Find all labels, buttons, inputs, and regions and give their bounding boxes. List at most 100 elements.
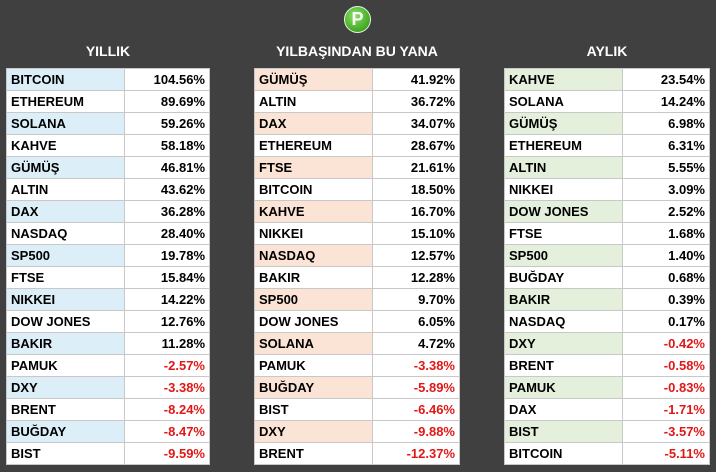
asset-name: DAX	[6, 200, 125, 223]
asset-change: 21.61%	[372, 156, 460, 179]
asset-change: -12.37%	[372, 442, 460, 465]
table-row: DXY -3.38%	[6, 376, 210, 399]
asset-change: 89.69%	[124, 90, 210, 113]
asset-name: ALTIN	[254, 90, 373, 113]
asset-change: 36.28%	[124, 200, 210, 223]
table-row: PAMUK -2.57%	[6, 354, 210, 377]
table-row: GÜMÜŞ 6.98%	[504, 112, 710, 135]
asset-change: 18.50%	[372, 178, 460, 201]
table-row: DOW JONES 2.52%	[504, 200, 710, 223]
asset-change: 28.67%	[372, 134, 460, 157]
asset-change: -9.59%	[124, 442, 210, 465]
asset-change: 15.84%	[124, 266, 210, 289]
asset-change: 3.09%	[622, 178, 710, 201]
table-row: FTSE 15.84%	[6, 266, 210, 289]
asset-name: DXY	[504, 332, 623, 355]
asset-change: 23.54%	[622, 68, 710, 91]
asset-change: -0.58%	[622, 354, 710, 377]
asset-change: 12.57%	[372, 244, 460, 267]
asset-name: ALTIN	[6, 178, 125, 201]
asset-change: 0.68%	[622, 266, 710, 289]
asset-change: 1.40%	[622, 244, 710, 267]
asset-name: ALTIN	[504, 156, 623, 179]
column-title-ytd: YILBAŞINDAN BU YANA	[276, 43, 438, 59]
asset-name: BIST	[6, 442, 125, 465]
asset-change: -8.24%	[124, 398, 210, 421]
asset-change: -3.38%	[372, 354, 460, 377]
asset-name: SOLANA	[254, 332, 373, 355]
asset-name: PAMUK	[254, 354, 373, 377]
table-row: ETHEREUM 28.67%	[254, 134, 460, 157]
table-row: DAX 36.28%	[6, 200, 210, 223]
logo-icon: P	[344, 6, 371, 33]
asset-name: FTSE	[6, 266, 125, 289]
asset-change: 9.70%	[372, 288, 460, 311]
table-row: ALTIN 5.55%	[504, 156, 710, 179]
table-row: BIST -3.57%	[504, 420, 710, 443]
asset-name: GÜMÜŞ	[254, 68, 373, 91]
table-row: SP500 1.40%	[504, 244, 710, 267]
asset-name: DXY	[6, 376, 125, 399]
table-row: SOLANA 14.24%	[504, 90, 710, 113]
table-row: DXY -9.88%	[254, 420, 460, 443]
asset-change: 15.10%	[372, 222, 460, 245]
asset-name: PAMUK	[504, 376, 623, 399]
table-row: BUĞDAY -8.47%	[6, 420, 210, 443]
asset-change: 1.68%	[622, 222, 710, 245]
asset-change: -6.46%	[372, 398, 460, 421]
asset-change: 19.78%	[124, 244, 210, 267]
table-row: SOLANA 59.26%	[6, 112, 210, 135]
asset-name: NASDAQ	[504, 310, 623, 333]
table-row: ALTIN 36.72%	[254, 90, 460, 113]
asset-name: NIKKEI	[254, 222, 373, 245]
ytd-table: GÜMÜŞ 41.92% ALTIN 36.72% DAX 34.07% ETHEREUM 2…	[254, 68, 460, 465]
asset-name: KAHVE	[6, 134, 125, 157]
asset-name: BAKIR	[504, 288, 623, 311]
asset-name: SP500	[254, 288, 373, 311]
asset-name: BIST	[504, 420, 623, 443]
asset-name: DAX	[254, 112, 373, 135]
table-row: ETHEREUM 6.31%	[504, 134, 710, 157]
asset-change: 0.39%	[622, 288, 710, 311]
asset-name: FTSE	[504, 222, 623, 245]
asset-name: ETHEREUM	[504, 134, 623, 157]
asset-change: 6.31%	[622, 134, 710, 157]
asset-name: BITCOIN	[254, 178, 373, 201]
asset-name: PAMUK	[6, 354, 125, 377]
table-row: ALTIN 43.62%	[6, 178, 210, 201]
table-row: BAKIR 11.28%	[6, 332, 210, 355]
asset-change: 12.28%	[372, 266, 460, 289]
yearly-table: BITCOIN 104.56% ETHEREUM 89.69% SOLANA 59.26%…	[6, 68, 210, 465]
asset-change: 104.56%	[124, 68, 210, 91]
table-row: GÜMÜŞ 41.92%	[254, 68, 460, 91]
table-row: DOW JONES 6.05%	[254, 310, 460, 333]
asset-change: 59.26%	[124, 112, 210, 135]
asset-change: -3.57%	[622, 420, 710, 443]
asset-name: BIST	[254, 398, 373, 421]
table-row: BITCOIN 104.56%	[6, 68, 210, 91]
asset-change: 43.62%	[124, 178, 210, 201]
table-row: SP500 19.78%	[6, 244, 210, 267]
asset-change: 14.24%	[622, 90, 710, 113]
asset-name: ETHEREUM	[254, 134, 373, 157]
monthly-table: KAHVE 23.54% SOLANA 14.24% GÜMÜŞ 6.98% ETHEREU…	[504, 68, 710, 465]
table-row: FTSE 21.61%	[254, 156, 460, 179]
table-row: BUĞDAY 0.68%	[504, 266, 710, 289]
asset-change: 41.92%	[372, 68, 460, 91]
asset-change: 16.70%	[372, 200, 460, 223]
asset-change: 14.22%	[124, 288, 210, 311]
table-row: BRENT -0.58%	[504, 354, 710, 377]
asset-change: -0.42%	[622, 332, 710, 355]
asset-change: -9.88%	[372, 420, 460, 443]
asset-change: 28.40%	[124, 222, 210, 245]
column-title-monthly: AYLIK	[586, 43, 628, 59]
asset-name: NIKKEI	[504, 178, 623, 201]
asset-name: NASDAQ	[254, 244, 373, 267]
asset-change: -3.38%	[124, 376, 210, 399]
table-row: PAMUK -0.83%	[504, 376, 710, 399]
asset-name: BUĞDAY	[254, 376, 373, 399]
table-row: DOW JONES 12.76%	[6, 310, 210, 333]
table-row: PAMUK -3.38%	[254, 354, 460, 377]
table-row: KAHVE 23.54%	[504, 68, 710, 91]
asset-name: GÜMÜŞ	[6, 156, 125, 179]
